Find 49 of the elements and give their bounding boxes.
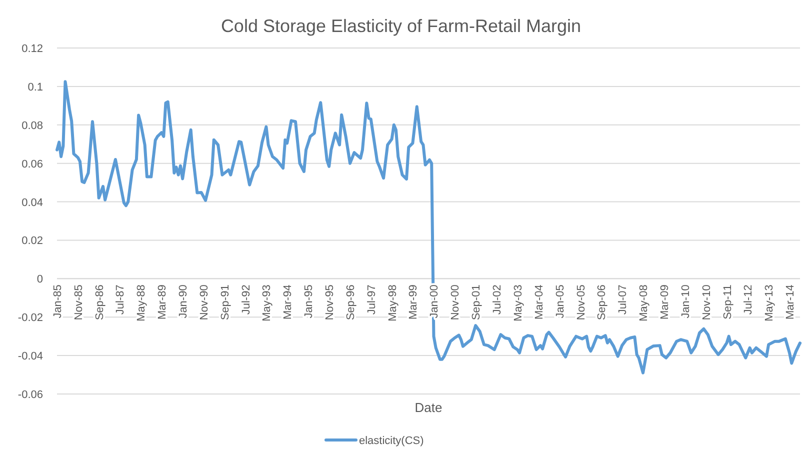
x-tick-label: May-08 [638,284,650,322]
legend-label: elasticity(CS) [359,435,424,447]
x-tick-label: May-93 [261,284,274,322]
y-tick-label: -0.06 [18,389,43,401]
x-tick-label: Nov-85 [72,284,85,320]
x-tick-label: Jul-02 [491,284,504,315]
x-tick-label: Mar-89 [156,284,169,320]
y-tick-label: -0.04 [18,350,43,363]
y-tick-label: 0.04 [22,196,43,209]
y-tick-label: 0.08 [22,120,43,132]
x-tick-label: May-03 [512,284,524,322]
x-tick-label: Jan-95 [303,284,316,318]
x-tick-label: Nov-05 [575,284,588,320]
chart-title: Cold Storage Elasticity of Farm-Retail Margin [220,16,582,36]
x-tick-label: Sep-91 [219,284,232,320]
y-tick-label: 0.06 [22,158,43,170]
x-axis-title: Date [414,400,442,415]
x-tick-label: Jan-05 [554,284,566,318]
x-tick-label: Mar-99 [408,284,420,320]
x-tick-label: Nov-10 [700,284,713,320]
x-tick-label: May-88 [136,284,148,322]
x-tick-label: Jul-87 [114,284,127,315]
x-tick-label: Mar-04 [533,284,546,320]
y-tick-label: -0.02 [18,312,43,324]
x-tick-label: Nov-95 [324,284,336,320]
x-tick-label: May-13 [764,284,776,322]
x-tick-label: Jan-90 [178,284,190,318]
x-tick-label: Jan-85 [52,284,64,318]
x-tick-label: Sep-96 [345,284,358,320]
x-tick-label: Jul-12 [742,284,755,315]
x-tick-label: Jul-92 [240,284,252,315]
x-tick-label: Sep-86 [94,284,106,320]
y-tick-label: 0.12 [22,43,43,55]
x-tick-label: Nov-90 [198,284,210,320]
x-tick-label: Jul-07 [617,284,630,315]
x-tick-label: Mar-14 [784,284,796,320]
x-tick-label: May-98 [386,284,399,322]
y-tick-label: 0 [36,274,43,286]
x-tick-label: Sep-06 [596,284,608,320]
x-tick-label: Mar-94 [282,284,294,320]
y-tick-label: 0.02 [22,235,43,248]
x-tick-label: Jul-97 [366,284,378,315]
y-tick-label: 0.1 [28,81,43,94]
x-tick-label: Sep-11 [722,284,734,320]
x-tick-label: Jan-10 [680,284,692,318]
x-tick-label: Sep-01 [470,284,483,320]
x-tick-label: Nov-00 [450,284,462,320]
x-tick-label: Mar-09 [658,284,671,320]
x-tick-label: Jan-00 [428,284,441,318]
